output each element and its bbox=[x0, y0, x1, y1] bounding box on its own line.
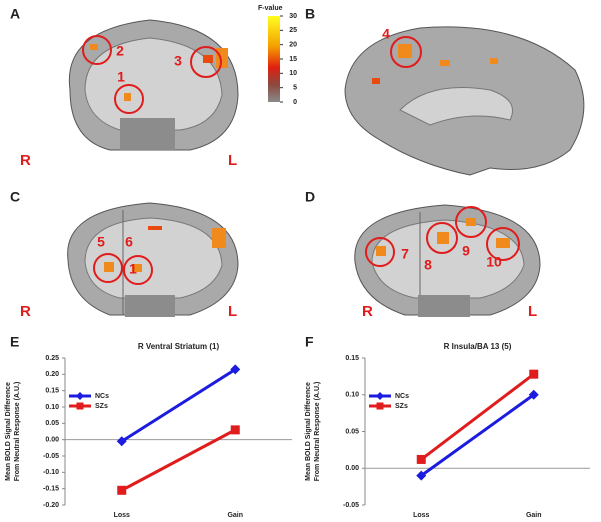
legend-marker bbox=[76, 402, 84, 410]
panel-label: B bbox=[305, 6, 315, 22]
region-number: 7 bbox=[401, 246, 409, 262]
region-number: 2 bbox=[116, 43, 124, 59]
y-axis-label: Mean BOLD Signal Difference bbox=[5, 382, 12, 481]
side-label: R bbox=[20, 303, 31, 320]
series-line bbox=[420, 372, 535, 461]
colorbar-tick-label: 10 bbox=[289, 70, 297, 77]
chart-title: R Insula/BA 13 (5) bbox=[444, 342, 512, 351]
region-number: 10 bbox=[486, 254, 502, 270]
y-tick-label: 0.20 bbox=[45, 371, 59, 378]
brain-coronal bbox=[68, 19, 239, 151]
y-tick-label: 0.00 bbox=[45, 437, 59, 444]
region-number: 8 bbox=[424, 257, 432, 273]
region-number: 9 bbox=[462, 243, 470, 259]
colorbar-tick-label: 30 bbox=[289, 13, 297, 20]
point bbox=[528, 389, 539, 400]
series-line bbox=[121, 428, 236, 492]
y-axis-label: Mean BOLD Signal Difference bbox=[305, 382, 312, 481]
panel-label: F bbox=[305, 334, 314, 350]
x-tick-label: Loss bbox=[413, 512, 429, 519]
point bbox=[116, 436, 127, 447]
side-label: R bbox=[20, 152, 31, 169]
y-tick-label: 0.05 bbox=[345, 428, 359, 435]
region-number: 1 bbox=[129, 261, 137, 277]
x-tick-label: Gain bbox=[526, 512, 542, 519]
colorbar-tick-label: 15 bbox=[289, 56, 297, 63]
panel-label: D bbox=[305, 189, 315, 205]
point bbox=[416, 454, 426, 464]
panel-label: A bbox=[10, 6, 20, 22]
legend-marker bbox=[376, 392, 384, 400]
legend-marker bbox=[376, 402, 384, 410]
point bbox=[529, 369, 539, 379]
side-label: L bbox=[228, 303, 237, 320]
colorbar-title: F-value bbox=[258, 5, 283, 12]
y-tick-label: -0.20 bbox=[43, 502, 59, 509]
y-tick-label: 0.10 bbox=[45, 404, 59, 411]
region-number: 6 bbox=[125, 234, 133, 250]
y-tick-label: 0.15 bbox=[345, 355, 359, 362]
x-tick-label: Gain bbox=[227, 512, 243, 519]
point bbox=[416, 470, 427, 481]
region-number: 5 bbox=[97, 234, 105, 250]
point bbox=[230, 425, 240, 435]
side-label: L bbox=[228, 152, 237, 169]
y-tick-label: 0.00 bbox=[345, 465, 359, 472]
brain-coronal bbox=[67, 202, 239, 317]
colorbar-tick-label: 20 bbox=[289, 42, 297, 49]
y-tick-label: 0.15 bbox=[45, 388, 59, 395]
series-line bbox=[420, 393, 535, 477]
point bbox=[117, 485, 127, 495]
panel-label: C bbox=[10, 189, 20, 205]
colorbar-tick-label: 5 bbox=[293, 85, 297, 92]
point bbox=[230, 364, 241, 375]
colorbar-gradient bbox=[268, 16, 280, 102]
colorbar-tick-label: 25 bbox=[289, 27, 297, 34]
y-tick-label: -0.15 bbox=[43, 486, 59, 493]
colorbar-tick-label: 0 bbox=[293, 99, 297, 106]
region-number: 3 bbox=[174, 53, 182, 69]
brain-coronal bbox=[354, 204, 541, 317]
y-tick-label: 0.10 bbox=[345, 392, 359, 399]
y-tick-label: -0.05 bbox=[343, 502, 359, 509]
y-tick-label: -0.10 bbox=[43, 469, 59, 476]
chart-title: R Ventral Striatum (1) bbox=[138, 342, 220, 351]
side-label: R bbox=[362, 303, 373, 320]
y-tick-label: 0.05 bbox=[45, 420, 59, 427]
colorbar: F-value 30 25 20 15 10 5 0 bbox=[258, 5, 297, 106]
legend-label: SZs bbox=[395, 403, 408, 410]
brain-sagittal bbox=[344, 26, 585, 176]
legend-label: NCs bbox=[395, 393, 409, 400]
side-label: L bbox=[528, 303, 537, 320]
panel-label: E bbox=[10, 334, 19, 350]
legend-label: SZs bbox=[95, 403, 108, 410]
x-tick-label: Loss bbox=[114, 512, 130, 519]
y-axis-label: From Neutral Response (A.U.) bbox=[314, 382, 321, 482]
y-tick-label: -0.05 bbox=[43, 453, 59, 460]
legend-label: NCs bbox=[95, 393, 109, 400]
legend-marker bbox=[76, 392, 84, 400]
y-axis-label: From Neutral Response (A.U.) bbox=[14, 382, 21, 482]
series-line bbox=[120, 368, 237, 443]
region-number: 1 bbox=[117, 69, 125, 85]
y-tick-label: 0.25 bbox=[45, 355, 59, 362]
region-number: 4 bbox=[382, 26, 390, 42]
